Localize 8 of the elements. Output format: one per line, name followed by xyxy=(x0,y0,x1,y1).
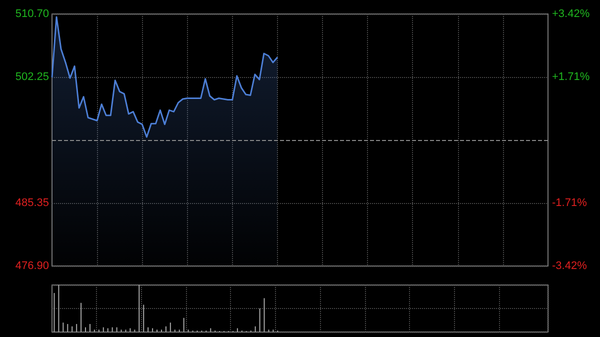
y-tick-label: 476.90 xyxy=(15,260,49,272)
y2-tick-label: -1.71% xyxy=(552,197,588,209)
y2-tick-label: +3.42% xyxy=(552,8,590,20)
y2-tick-label: +1.71% xyxy=(552,71,590,83)
y2-tick-label: -3.42% xyxy=(552,260,588,272)
y-tick-label: 510.70 xyxy=(15,8,49,20)
y-tick-label: 502.25 xyxy=(15,71,49,83)
y-tick-label: 485.35 xyxy=(15,197,49,209)
